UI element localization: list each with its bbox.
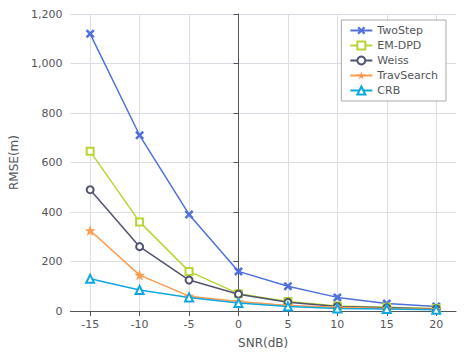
svg-text:TwoStep: TwoStep	[376, 24, 423, 37]
svg-text:Weiss: Weiss	[377, 54, 409, 67]
svg-text:5: 5	[284, 318, 291, 331]
svg-text:400: 400	[41, 206, 62, 219]
svg-text:600: 600	[41, 156, 62, 169]
svg-text:EM-DPD: EM-DPD	[377, 39, 421, 52]
svg-text:10: 10	[330, 318, 344, 331]
svg-text:20: 20	[429, 318, 443, 331]
svg-text:0: 0	[235, 318, 242, 331]
svg-text:SNR(dB): SNR(dB)	[238, 336, 288, 350]
svg-text:15: 15	[380, 318, 394, 331]
svg-text:-10: -10	[131, 318, 149, 331]
svg-text:200: 200	[41, 255, 62, 268]
svg-text:800: 800	[41, 107, 62, 120]
svg-text:CRB: CRB	[377, 84, 400, 97]
svg-text:TravSearch: TravSearch	[376, 69, 438, 82]
svg-text:-5: -5	[184, 318, 195, 331]
svg-text:1,200: 1,200	[31, 8, 63, 21]
svg-text:0: 0	[55, 305, 62, 318]
svg-text:RMSE(m): RMSE(m)	[7, 135, 21, 190]
svg-text:-15: -15	[81, 318, 99, 331]
svg-text:1,000: 1,000	[31, 57, 63, 70]
